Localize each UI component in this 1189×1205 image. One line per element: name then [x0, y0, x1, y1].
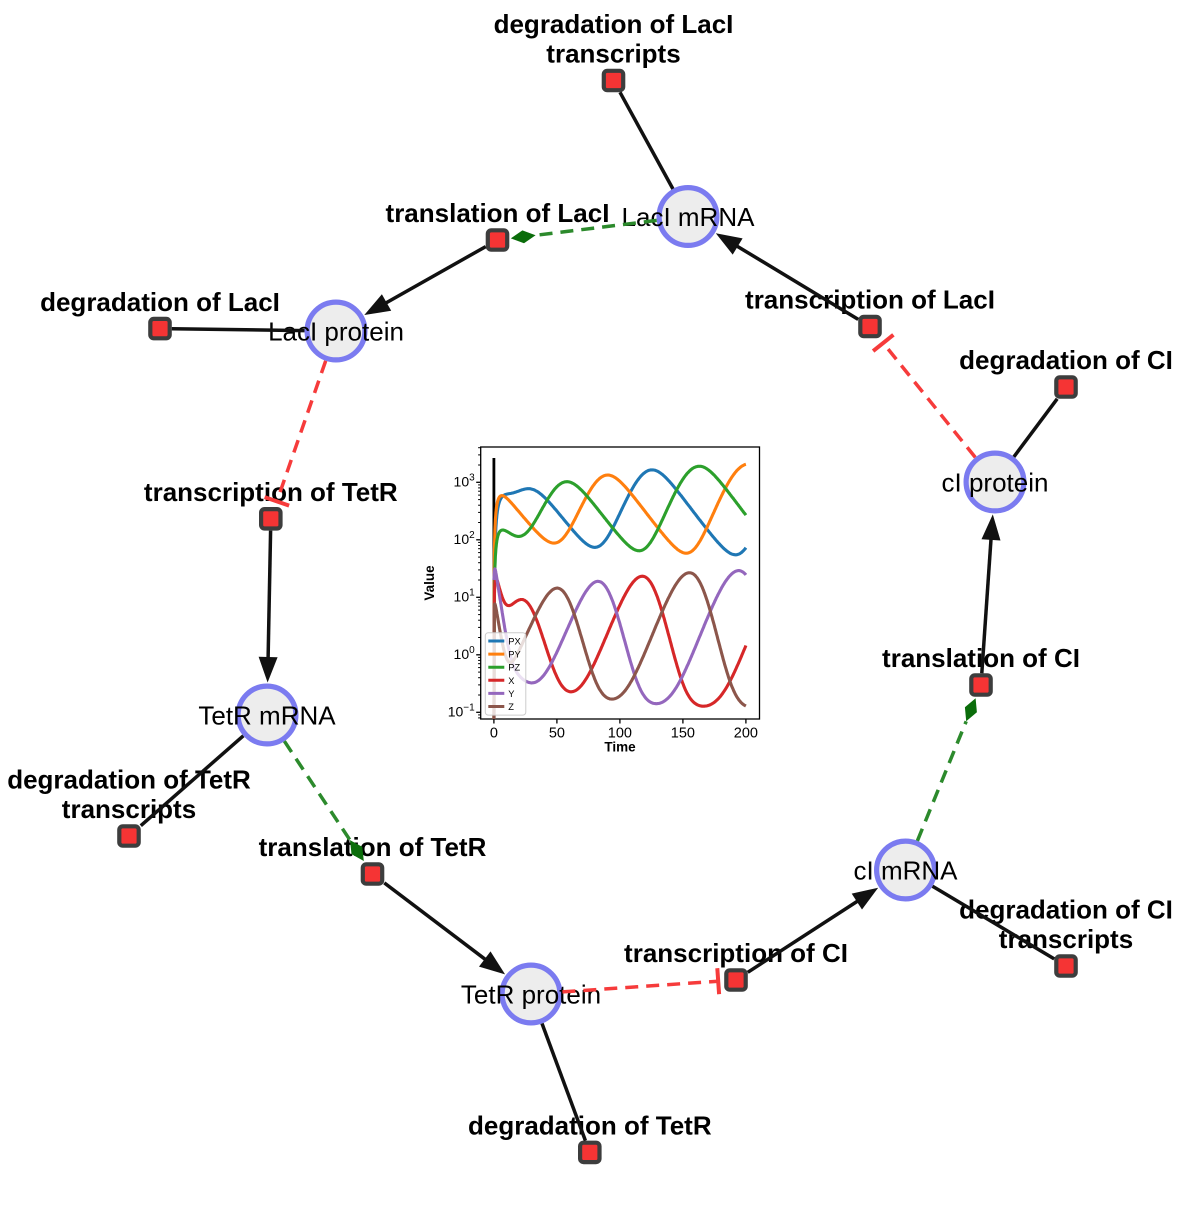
svg-text:PY: PY [508, 650, 520, 660]
svg-text:cI protein: cI protein [942, 468, 1049, 498]
svg-text:200: 200 [734, 726, 758, 742]
svg-text:degradation of TetR: degradation of TetR [7, 765, 251, 795]
svg-text:degradation of TetR: degradation of TetR [468, 1111, 712, 1141]
svg-text:Time: Time [604, 740, 636, 755]
svg-text:TetR mRNA: TetR mRNA [198, 701, 336, 731]
svg-text:Z: Z [508, 702, 514, 712]
svg-text:50: 50 [549, 726, 565, 742]
svg-text:degradation of CI: degradation of CI [959, 895, 1173, 925]
svg-text:transcription of LacI: transcription of LacI [745, 285, 995, 315]
svg-text:transcription of TetR: transcription of TetR [144, 477, 398, 507]
svg-text:translation of TetR: translation of TetR [259, 832, 487, 862]
svg-text:X: X [508, 676, 514, 686]
svg-text:degradation of CI: degradation of CI [959, 345, 1173, 375]
svg-text:transcripts: transcripts [546, 39, 680, 69]
svg-text:100: 100 [608, 726, 632, 742]
svg-text:PZ: PZ [508, 663, 520, 673]
svg-text:TetR protein: TetR protein [461, 980, 601, 1010]
svg-text:degradation of LacI: degradation of LacI [40, 287, 280, 317]
svg-text:cI mRNA: cI mRNA [854, 856, 959, 886]
svg-text:transcripts: transcripts [62, 794, 196, 824]
svg-text:translation of LacI: translation of LacI [386, 198, 610, 228]
svg-text:PX: PX [508, 637, 520, 647]
svg-text:transcription of CI: transcription of CI [624, 938, 848, 968]
svg-text:Value: Value [422, 565, 437, 601]
svg-text:LacI mRNA: LacI mRNA [622, 202, 756, 232]
svg-text:Y: Y [508, 689, 514, 699]
svg-text:degradation of LacI: degradation of LacI [494, 9, 734, 39]
svg-text:0: 0 [490, 726, 498, 742]
svg-text:150: 150 [671, 726, 695, 742]
